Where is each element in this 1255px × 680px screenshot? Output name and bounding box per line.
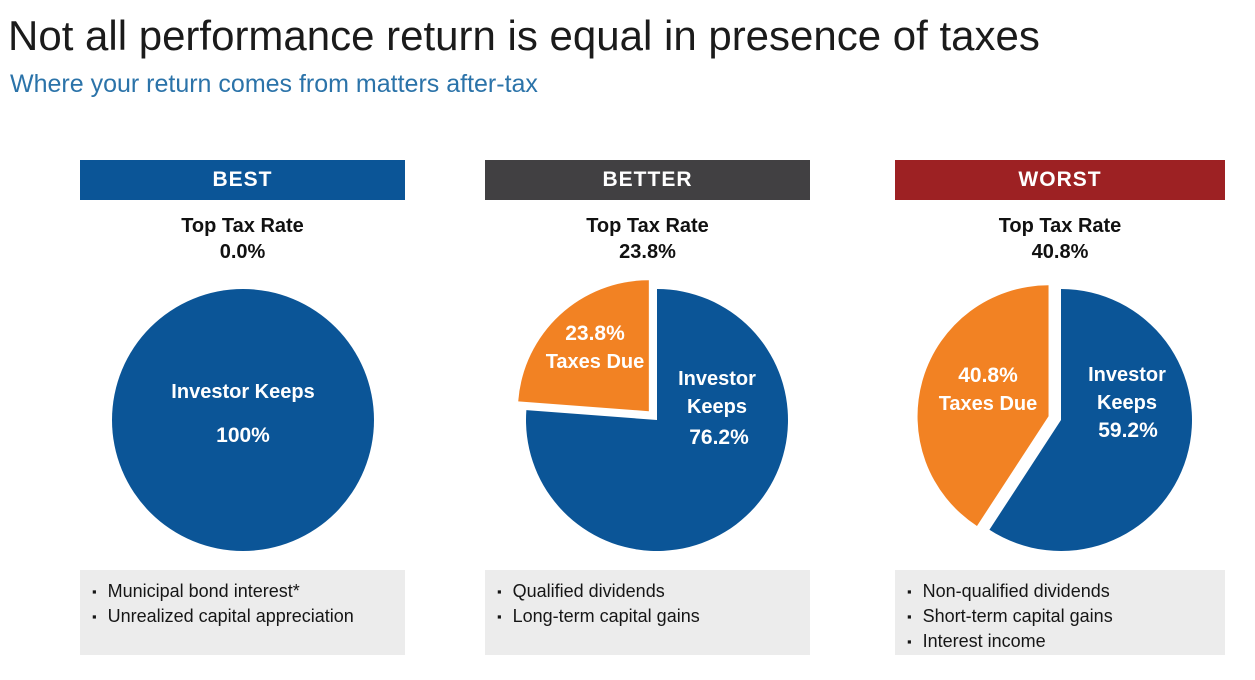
tax-rate-block-worst: Top Tax Rate 40.8%: [895, 213, 1225, 265]
pie-slice-label: 23.8%: [565, 322, 625, 345]
tax-rate-value: 0.0%: [219, 241, 266, 263]
bullet-square-icon: ▪: [497, 584, 502, 599]
list-item: ▪ Long-term capital gains: [497, 604, 800, 629]
list-item: ▪ Interest income: [907, 629, 1215, 654]
income-list-worst: ▪ Non-qualified dividends ▪ Short-term cap…: [895, 570, 1225, 655]
list-item-label: Long-term capital gains: [512, 606, 700, 626]
column-best: BEST Top Tax Rate 0.0% Investor Keeps 100…: [80, 160, 405, 660]
header-better: BETTER: [485, 160, 810, 200]
bullet-square-icon: ▪: [92, 584, 97, 599]
tax-rate-block-best: Top Tax Rate 0.0%: [80, 213, 405, 265]
bullet-square-icon: ▪: [907, 584, 912, 599]
tax-rate-value: 40.8%: [1031, 241, 1089, 263]
column-better: BETTER Top Tax Rate 23.8% Investor Keeps 7…: [485, 160, 810, 660]
income-list-better: ▪ Qualified dividends ▪ Long-term capital …: [485, 570, 810, 655]
pie-slice-investor-keeps: [989, 289, 1192, 551]
pie-slice-label: Taxes Due: [939, 393, 1038, 415]
list-item: ▪ Unrealized capital appreciation: [92, 604, 395, 629]
income-list-best: ▪ Municipal bond interest* ▪ Unrealized ca…: [80, 570, 405, 655]
pie-slice-label: 76.2%: [689, 426, 749, 449]
tax-rate-value: 23.8%: [619, 241, 676, 263]
pie-slice-investor-keeps: [112, 289, 374, 551]
pie-slice-label: 100%: [216, 424, 270, 447]
page-subtitle: Where your return comes from matters aft…: [10, 70, 538, 98]
list-item-label: Qualified dividends: [512, 581, 665, 601]
page-title: Not all performance return is equal in p…: [8, 12, 1040, 59]
header-worst: WORST: [895, 160, 1225, 200]
bullet-square-icon: ▪: [92, 609, 97, 624]
column-worst: WORST Top Tax Rate 40.8% Investor Keeps 59…: [895, 160, 1225, 660]
list-item-label: Short-term capital gains: [922, 606, 1113, 626]
pie-slice-label: 59.2%: [1098, 419, 1158, 442]
list-item-label: Municipal bond interest*: [107, 581, 300, 601]
tax-rate-label: Top Tax Rate: [586, 215, 709, 237]
list-item: ▪ Qualified dividends: [497, 579, 800, 604]
bullet-square-icon: ▪: [497, 609, 502, 624]
list-item: ▪ Short-term capital gains: [907, 604, 1215, 629]
bullet-square-icon: ▪: [907, 609, 912, 624]
pie-slice-label: Taxes Due: [546, 351, 645, 373]
pie-slice-label: 40.8%: [958, 364, 1018, 387]
list-item: ▪ Non-qualified dividends: [907, 579, 1215, 604]
pie-slice-taxes-due: [518, 280, 649, 412]
pie-slice-taxes-due: [917, 285, 1049, 527]
tax-rate-label: Top Tax Rate: [998, 215, 1122, 237]
pie-slice-label: Keeps: [687, 396, 747, 418]
pie-slice-label: Investor: [678, 368, 756, 390]
header-best: BEST: [80, 160, 405, 200]
pie-slice-investor-keeps: [526, 289, 788, 551]
list-item: ▪ Municipal bond interest*: [92, 579, 395, 604]
pie-slice-label: Investor Keeps: [171, 381, 314, 403]
tax-rate-block-better: Top Tax Rate 23.8%: [485, 213, 810, 265]
pie-chart-worst: Investor Keeps 59.2% 40.8% Taxes Due: [917, 285, 1192, 551]
bullet-square-icon: ▪: [907, 634, 912, 649]
pie-chart-best: Investor Keeps 100%: [112, 289, 374, 551]
pie-slice-label: Investor: [1088, 364, 1166, 386]
list-item-label: Non-qualified dividends: [922, 581, 1110, 601]
list-item-label: Interest income: [922, 631, 1046, 651]
list-item-label: Unrealized capital appreciation: [107, 606, 354, 626]
tax-rate-label: Top Tax Rate: [181, 215, 304, 237]
pie-chart-better: Investor Keeps 76.2% 23.8% Taxes Due: [518, 280, 788, 551]
pie-slice-label: Keeps: [1097, 392, 1157, 414]
